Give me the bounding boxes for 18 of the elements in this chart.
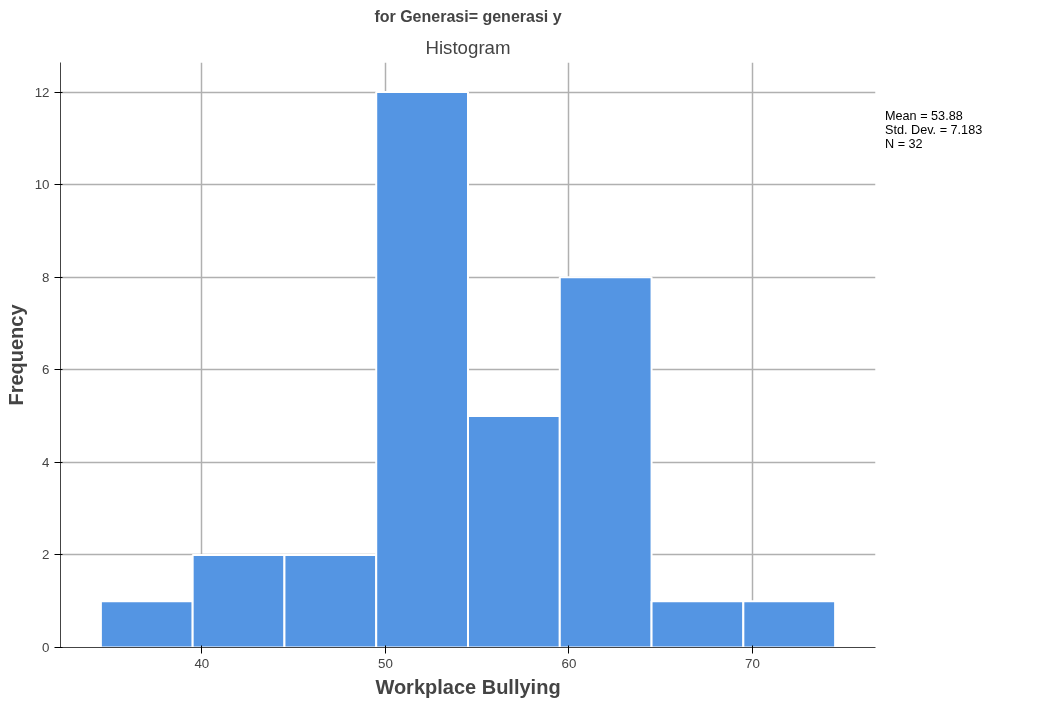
y-tick-label: 2 [42, 547, 50, 563]
y-axis-title: Frequency [4, 303, 27, 406]
text: N = 32 [885, 136, 924, 152]
y-tick-label: 6 [42, 362, 50, 378]
chart-title: Histogram [425, 36, 511, 58]
y-tick-label: 8 [42, 269, 50, 285]
x-tick-label: 60 [561, 655, 577, 671]
text: Mean = 53.88 [885, 109, 964, 124]
y-tick-label: 10 [34, 177, 50, 193]
x-axis-title: Workplace Bullying [375, 675, 561, 698]
x-tick-label: 40 [194, 655, 210, 671]
y-tick-label: 0 [42, 640, 50, 655]
text: Std. Dev. = 7.183 [885, 122, 983, 138]
y-tick-label: 12 [34, 84, 50, 100]
x-tick-label: 50 [377, 655, 393, 671]
chart-subtitle: for Generasi= generasi y [374, 7, 562, 25]
y-tick-label: 4 [42, 454, 51, 470]
x-tick-label: 70 [745, 655, 760, 671]
